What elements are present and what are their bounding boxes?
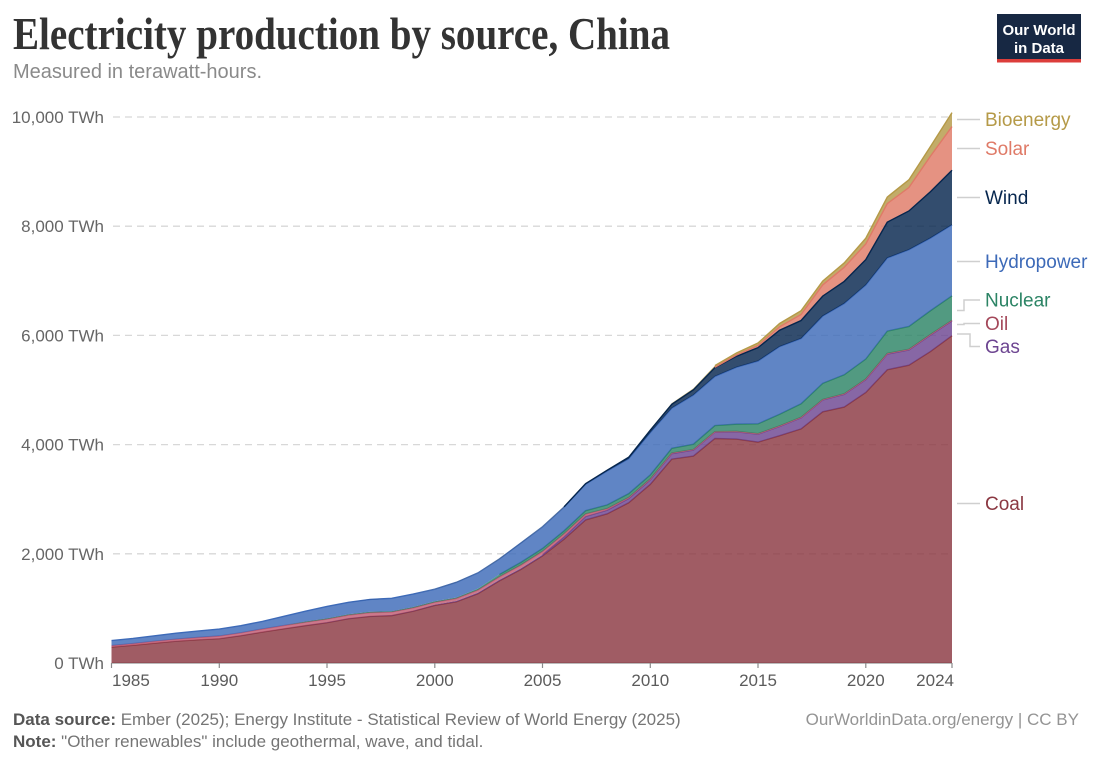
svg-text:6,000 TWh: 6,000 TWh: [21, 326, 104, 345]
svg-text:2,000 TWh: 2,000 TWh: [21, 545, 104, 564]
svg-text:Gas: Gas: [985, 337, 1020, 358]
svg-text:Wind: Wind: [985, 188, 1028, 209]
svg-text:2024: 2024: [916, 671, 954, 690]
svg-text:Hydropower: Hydropower: [985, 252, 1088, 273]
svg-text:1990: 1990: [200, 671, 238, 690]
svg-text:Coal: Coal: [985, 494, 1024, 515]
svg-text:2015: 2015: [739, 671, 777, 690]
svg-text:2000: 2000: [416, 671, 454, 690]
svg-text:4,000 TWh: 4,000 TWh: [21, 436, 104, 455]
svg-text:Nuclear: Nuclear: [985, 291, 1051, 312]
svg-text:Electricity production by sour: Electricity production by source, China: [13, 9, 670, 59]
svg-text:2010: 2010: [631, 671, 669, 690]
svg-text:10,000 TWh: 10,000 TWh: [12, 108, 104, 127]
svg-text:Data source: Ember (2025); Ene: Data source: Ember (2025); Energy Instit…: [13, 710, 681, 729]
svg-text:Measured in terawatt-hours.: Measured in terawatt-hours.: [13, 61, 262, 83]
svg-text:Bioenergy: Bioenergy: [985, 110, 1071, 131]
svg-text:8,000 TWh: 8,000 TWh: [21, 217, 104, 236]
svg-text:Solar: Solar: [985, 139, 1030, 160]
svg-text:Our World: Our World: [1002, 22, 1075, 39]
svg-text:1985: 1985: [112, 671, 150, 690]
svg-text:Note: "Other renewables" inclu: Note: "Other renewables" include geother…: [13, 732, 483, 751]
svg-text:2020: 2020: [847, 671, 885, 690]
svg-text:OurWorldinData.org/energy | CC: OurWorldinData.org/energy | CC BY: [806, 710, 1079, 729]
svg-text:Oil: Oil: [985, 314, 1008, 335]
svg-text:in Data: in Data: [1014, 40, 1065, 57]
svg-text:2005: 2005: [524, 671, 562, 690]
svg-text:1995: 1995: [308, 671, 346, 690]
svg-text:0 TWh: 0 TWh: [54, 654, 104, 673]
